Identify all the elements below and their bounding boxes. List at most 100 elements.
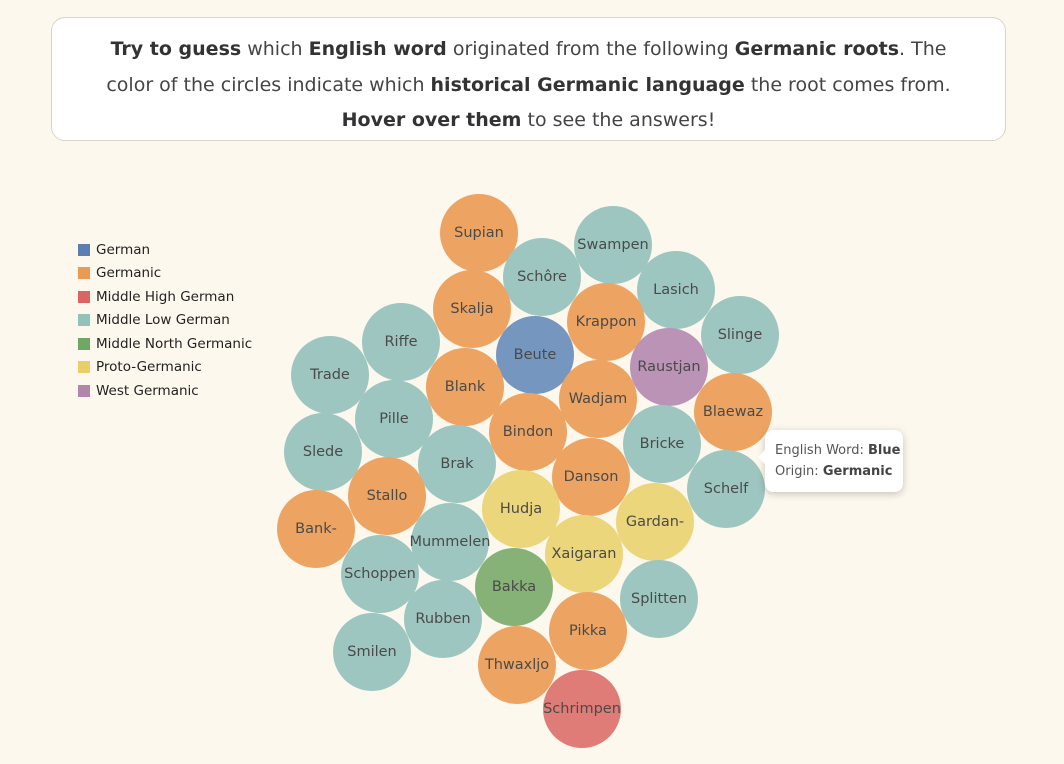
bubble-circle[interactable] bbox=[549, 592, 627, 670]
bubble-circle[interactable] bbox=[426, 348, 504, 426]
bubble-label: Mummelen bbox=[409, 534, 490, 550]
legend-item-proto-germanic: Proto-Germanic bbox=[78, 356, 252, 380]
bubble-label: Slinge bbox=[718, 327, 763, 343]
bubble-thwaxljo[interactable]: Thwaxljo bbox=[478, 626, 556, 704]
intro-text-box: Try to guess which English word originat… bbox=[51, 17, 1006, 141]
bubble-rubben[interactable]: Rubben bbox=[404, 580, 482, 658]
bubble-trade[interactable]: Trade bbox=[291, 336, 369, 414]
legend-swatch bbox=[78, 243, 90, 256]
bubble-raustjan[interactable]: Raustjan bbox=[630, 328, 708, 406]
bubble-label: Krappon bbox=[576, 314, 637, 330]
tooltip-word-value: Blue bbox=[868, 443, 901, 458]
bubble-bindon[interactable]: Bindon bbox=[489, 393, 567, 471]
bubble-beute[interactable]: Beute bbox=[496, 316, 574, 394]
bubble-bricke[interactable]: Bricke bbox=[623, 405, 701, 483]
bubble-circle[interactable] bbox=[489, 393, 567, 471]
bubble-circle[interactable] bbox=[567, 283, 645, 361]
bubble-label: Beute bbox=[514, 347, 557, 363]
bubble-schelf[interactable]: Schelf bbox=[687, 450, 765, 528]
bubble-circle[interactable] bbox=[284, 413, 362, 491]
legend-item-middle-high-german: Middle High German bbox=[78, 285, 252, 309]
bubble-circle[interactable] bbox=[475, 548, 553, 626]
bubble-pikka[interactable]: Pikka bbox=[549, 592, 627, 670]
bubble-circle[interactable] bbox=[694, 373, 772, 451]
bubble-circle[interactable] bbox=[333, 613, 411, 691]
bubble-pille[interactable]: Pille bbox=[355, 380, 433, 458]
bubble-bakka[interactable]: Bakka bbox=[475, 548, 553, 626]
bubble-circle[interactable] bbox=[404, 580, 482, 658]
intro-emphasis: Try to guess bbox=[110, 38, 242, 60]
bubble-circle[interactable] bbox=[355, 380, 433, 458]
bubble-blaewaz[interactable]: Blaewaz bbox=[694, 373, 772, 451]
bubble-circle[interactable] bbox=[348, 457, 426, 535]
legend-label: Germanic bbox=[96, 265, 162, 282]
bubble-circle[interactable] bbox=[616, 483, 694, 561]
bubble-gardan[interactable]: Gardan- bbox=[616, 483, 694, 561]
bubble-circle[interactable] bbox=[545, 515, 623, 593]
bubble-circle[interactable] bbox=[433, 270, 511, 348]
bubble-slinge[interactable]: Slinge bbox=[701, 296, 779, 374]
bubble-circle[interactable] bbox=[411, 503, 489, 581]
bubble-wadjam[interactable]: Wadjam bbox=[559, 360, 637, 438]
intro-emphasis: historical Germanic language bbox=[430, 73, 745, 96]
bubble-label: Pikka bbox=[569, 623, 607, 639]
legend-item-middle-low-german: Middle Low German bbox=[78, 309, 252, 333]
bubble-circle[interactable] bbox=[701, 296, 779, 374]
bubble-label: Schelf bbox=[704, 481, 749, 497]
bubble-sch-re[interactable]: Schôre bbox=[503, 238, 581, 316]
bubble-circle[interactable] bbox=[341, 535, 419, 613]
bubble-label: Wadjam bbox=[569, 391, 628, 407]
bubble-label: Gardan- bbox=[626, 514, 684, 530]
bubble-circle[interactable] bbox=[623, 405, 701, 483]
bubble-circle[interactable] bbox=[496, 316, 574, 394]
bubble-skalja[interactable]: Skalja bbox=[433, 270, 511, 348]
bubble-label: Blaewaz bbox=[703, 404, 763, 420]
bubble-schoppen[interactable]: Schoppen bbox=[341, 535, 419, 613]
bubble-hudja[interactable]: Hudja bbox=[482, 470, 560, 548]
bubble-label: Pille bbox=[379, 411, 409, 427]
bubble-label: Smilen bbox=[347, 644, 397, 660]
legend-swatch bbox=[78, 384, 90, 397]
bubble-circle[interactable] bbox=[503, 238, 581, 316]
bubble-swampen[interactable]: Swampen bbox=[574, 206, 652, 284]
bubble-circle[interactable] bbox=[291, 336, 369, 414]
bubble-circle[interactable] bbox=[362, 303, 440, 381]
bubble-danson[interactable]: Danson bbox=[552, 438, 630, 516]
bubble-krappon[interactable]: Krappon bbox=[567, 283, 645, 361]
bubble-circle[interactable] bbox=[559, 360, 637, 438]
bubble-circle[interactable] bbox=[574, 206, 652, 284]
bubble-label: Hudja bbox=[500, 501, 542, 517]
bubble-schrimpen[interactable]: Schrimpen bbox=[543, 670, 621, 748]
bubble-blank[interactable]: Blank bbox=[426, 348, 504, 426]
bubble-circle[interactable] bbox=[620, 560, 698, 638]
bubble-lasich[interactable]: Lasich bbox=[637, 251, 715, 329]
bubble-circle[interactable] bbox=[552, 438, 630, 516]
bubble-label: Swampen bbox=[577, 237, 648, 253]
bubble-circle[interactable] bbox=[637, 251, 715, 329]
bubble-circle[interactable] bbox=[277, 490, 355, 568]
bubble-riffe[interactable]: Riffe bbox=[362, 303, 440, 381]
bubble-circle[interactable] bbox=[543, 670, 621, 748]
bubble-circle[interactable] bbox=[478, 626, 556, 704]
bubble-xaigaran[interactable]: Xaigaran bbox=[545, 515, 623, 593]
bubble-circle[interactable] bbox=[630, 328, 708, 406]
hover-tooltip: English Word: Blue Origin: Germanic bbox=[758, 430, 903, 492]
bubble-stallo[interactable]: Stallo bbox=[348, 457, 426, 535]
bubble-label: Lasich bbox=[653, 282, 699, 298]
bubble-splitten[interactable]: Splitten bbox=[620, 560, 698, 638]
bubble-slede[interactable]: Slede bbox=[284, 413, 362, 491]
intro-text: to see the answers! bbox=[521, 109, 716, 131]
bubble-bank[interactable]: Bank- bbox=[277, 490, 355, 568]
bubble-circle[interactable] bbox=[482, 470, 560, 548]
intro-text: which bbox=[241, 38, 309, 60]
bubble-label: Xaigaran bbox=[552, 546, 617, 562]
bubble-circle[interactable] bbox=[418, 425, 496, 503]
bubble-circle[interactable] bbox=[687, 450, 765, 528]
bubble-brak[interactable]: Brak bbox=[418, 425, 496, 503]
legend: German Germanic Middle High German Middl… bbox=[78, 238, 252, 403]
bubble-circle[interactable] bbox=[440, 194, 518, 272]
bubble-mummelen[interactable]: Mummelen bbox=[409, 503, 491, 581]
bubble-smilen[interactable]: Smilen bbox=[333, 613, 411, 691]
bubble-supian[interactable]: Supian bbox=[440, 194, 518, 272]
